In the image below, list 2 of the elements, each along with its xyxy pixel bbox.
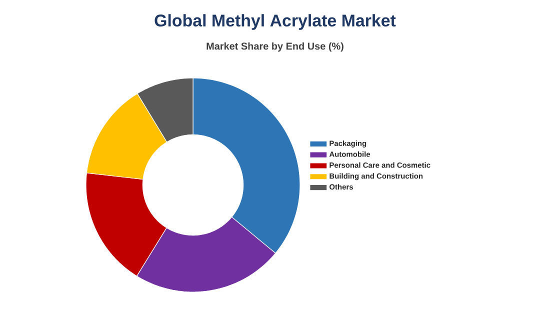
chart-title: Global Methyl Acrylate Market [154,14,396,30]
chart-subtitle: Market Share by End Use (%) [206,42,344,52]
